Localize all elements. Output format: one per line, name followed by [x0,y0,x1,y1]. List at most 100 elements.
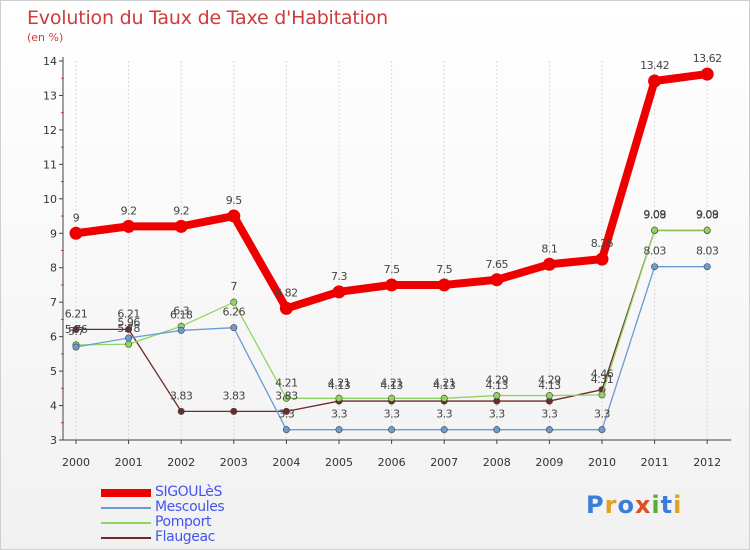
data-label: 4.13 [486,379,509,392]
data-label: 9.2 [121,204,137,217]
data-point [125,325,133,333]
y-tick-label: 5 [50,365,57,378]
data-label: 9 [73,211,80,224]
data-point [177,326,185,334]
y-tick-label: 4 [50,400,57,413]
data-point [651,226,659,234]
data-label: 6.18 [170,308,193,321]
data-label: 13.62 [693,52,722,65]
data-point [177,407,185,415]
logo-letter: P [586,491,605,519]
legend-label: Flaugeac [155,529,215,545]
data-label: 13.42 [640,59,669,72]
data-point [598,391,606,399]
data-label: 8.03 [696,245,719,258]
legend-item: Flaugeac [101,530,321,545]
data-point [332,285,346,299]
data-label: 4.46 [591,368,614,381]
data-point [230,298,238,306]
legend-label: SIGOULèS [155,484,222,500]
data-point [125,334,133,342]
data-label: 3.3 [436,408,452,421]
y-tick-label: 7 [50,296,57,309]
data-label: 6.21 [65,307,88,320]
x-tick-label: 2002 [167,456,195,469]
data-label: 4.13 [380,379,403,392]
y-tick-label: 8 [50,262,57,275]
data-label: 4.21 [275,376,298,389]
legend-swatch [101,537,151,539]
data-label: 9.5 [226,194,242,207]
data-point [388,394,396,402]
data-point [230,407,238,415]
data-label: 5.7 [68,325,84,338]
data-label: 7.65 [486,258,509,271]
data-point [72,325,80,333]
x-tick-label: 2006 [378,456,406,469]
data-point [703,263,711,271]
data-label: 6.3 [173,304,189,317]
data-label: 5.76 [65,323,88,336]
data-point [230,324,238,332]
data-point [385,278,399,292]
legend-item: Pomport [101,515,321,530]
legend-swatch [101,522,151,524]
logo-letter: x [634,491,652,519]
x-tick-label: 2003 [220,456,248,469]
data-label: 3.3 [278,408,294,421]
data-label: 7.3 [331,270,347,283]
data-label: 4.21 [380,376,403,389]
chart-legend: SIGOULèS Mescoules Pomport Flaugeac [101,485,321,545]
data-label: 7 [231,280,238,293]
logo-letter: r [604,491,618,519]
data-point [282,407,290,415]
logo-letter: o [617,491,635,519]
data-label: 4.31 [591,373,614,386]
data-point [72,343,80,351]
data-point [598,426,606,434]
data-point [437,278,451,292]
y-tick-label: 14 [43,55,57,68]
legend-label: Pomport [155,514,212,530]
x-tick-label: 2007 [430,456,458,469]
data-label: 8.1 [541,242,557,255]
x-tick-label: 2000 [62,456,90,469]
data-label: 5.96 [117,316,140,329]
data-label: 9.08 [643,209,666,222]
data-label: 4.13 [538,379,561,392]
data-point [440,426,448,434]
proxiti-logo: Proxiti [586,491,682,519]
data-point [335,426,343,434]
legend-label: Mescoules [155,499,225,515]
data-point [493,392,501,400]
x-tick-label: 2004 [272,456,300,469]
data-point [595,252,609,266]
x-tick-label: 2012 [693,456,721,469]
data-point [122,219,136,233]
y-tick-label: 13 [43,89,57,102]
x-tick-label: 2010 [588,456,616,469]
logo-letter: i [673,491,683,519]
data-label: 3.3 [384,408,400,421]
data-point [542,257,556,271]
data-point [335,394,343,402]
data-label: 3.3 [331,408,347,421]
data-label: 9.08 [696,209,719,222]
data-point [651,263,659,271]
data-point [174,219,188,233]
data-point [227,209,241,223]
chart-subtitle: (en %) [27,31,64,44]
data-point [493,426,501,434]
data-point [545,392,553,400]
data-label: 3.3 [489,408,505,421]
data-label: 3.83 [170,389,193,402]
legend-swatch [101,507,151,509]
legend-item: SIGOULèS [101,485,321,500]
data-label: 6.21 [117,307,140,320]
x-tick-label: 2001 [115,456,143,469]
data-label: 9.2 [173,204,189,217]
data-label: 6.26 [223,306,246,319]
y-tick-label: 11 [43,158,57,171]
data-label: 7.5 [384,263,400,276]
